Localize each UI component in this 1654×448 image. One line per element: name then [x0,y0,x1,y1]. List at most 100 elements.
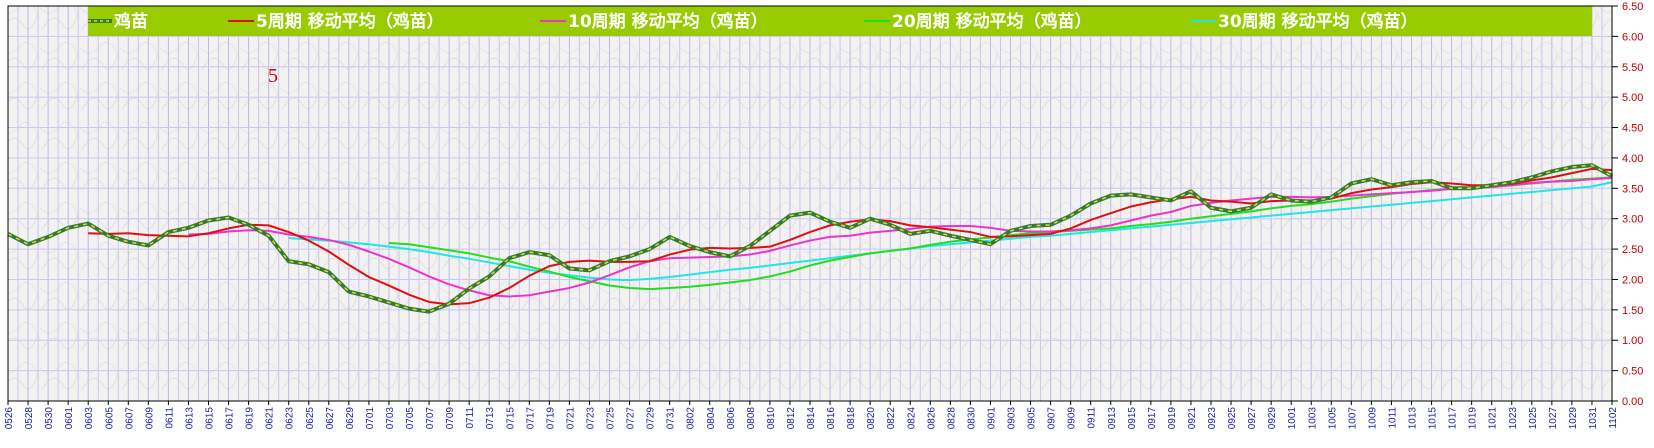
x-tick-label: 0530 [44,407,55,430]
x-tick-label: 0528 [24,407,35,430]
x-tick-label: 0705 [405,407,416,430]
x-tick-label: 0903 [1007,407,1018,430]
x-tick-label: 0822 [886,407,897,430]
x-tick-label: 0820 [866,407,877,430]
legend: 鸡苗 5周期 移动平均（鸡苗） 10周期 移动平均（鸡苗） 20周期 移动平均（鸡苗）… [88,6,1592,36]
x-tick-label: 0913 [1107,407,1118,430]
grid-lines [7,5,1613,402]
legend-label-4: 30周期 移动平均（鸡苗） [1218,11,1418,32]
axes: 0.00 0.50 1.00 1.50 2.00 2.50 3.00 3.50 4.00 4.50… [4,1,1643,429]
x-tick-label: 0526 [4,407,15,430]
x-tick-label: 0611 [164,407,175,429]
x-tick-label: 0816 [826,407,837,430]
x-tick-label: 1017 [1448,407,1459,430]
x-tick-label: 0915 [1127,407,1138,430]
x-tick-label: 0830 [966,407,977,430]
x-tick-label: 0921 [1187,407,1198,430]
y-tick-label: 6.50 [1622,1,1643,13]
y-tick-label: 1.50 [1622,305,1643,317]
x-tick-label: 0812 [786,407,797,430]
x-tick-label: 0808 [746,407,757,430]
x-tick-label: 0613 [184,407,195,430]
y-tick-label: 2.00 [1622,274,1643,286]
series-line-ma-1 [88,167,1613,306]
x-tick-label: 0824 [906,407,917,430]
legend-label-1: 5周期 移动平均（鸡苗） [256,11,444,32]
x-tick-label: 1015 [1428,407,1439,430]
x-tick-label: 0919 [1167,407,1178,430]
x-tick-label: 0615 [205,407,216,430]
series-line-ma-4 [288,181,1613,282]
x-tick-label: 0911 [1087,407,1098,429]
x-tick-label: 0917 [1147,407,1158,430]
y-tick-label: 5.50 [1622,62,1643,74]
legend-label-2: 10周期 移动平均（鸡苗） [568,11,768,32]
x-tick-label: 0701 [365,407,376,430]
x-tick-label: 1009 [1367,407,1378,430]
x-tick-label: 0909 [1067,407,1078,430]
y-tick-label: 1.00 [1622,335,1643,347]
x-tick-label: 1003 [1307,407,1318,430]
x-tick-label: 0711 [465,407,476,429]
y-tick-label: 0.00 [1622,396,1643,408]
x-tick-label: 0627 [325,407,336,430]
x-tick-label: 0617 [225,407,236,430]
annotation-label: 5 [268,65,278,87]
x-tick-label: 0802 [686,407,697,430]
legend-background [88,6,1592,36]
x-tick-label: 1001 [1287,407,1298,430]
x-tick-label: 0907 [1047,407,1058,430]
x-tick-label: 0927 [1247,407,1258,430]
x-tick-label: 0725 [606,407,617,430]
x-tick-label: 0828 [946,407,957,430]
y-tick-label: 4.00 [1622,153,1643,165]
x-tick-label: 0901 [986,407,997,430]
y-tick-label: 6.00 [1622,31,1643,43]
x-tick-label: 0601 [64,407,75,430]
x-tick-label: 0713 [485,407,496,430]
x-tick-label: 1029 [1568,407,1579,430]
series-line-main-dash [7,164,1613,313]
x-tick-label: 0925 [1227,407,1238,430]
x-tick-label: 0603 [84,407,95,430]
x-tick-label: 0929 [1267,407,1278,430]
y-tick-label: 5.00 [1622,92,1643,104]
legend-label-0: 鸡苗 [113,11,148,32]
x-tick-label: 0605 [104,407,115,430]
x-tick-label: 0721 [565,407,576,430]
x-tick-label: 1025 [1528,407,1539,430]
x-tick-label: 0804 [706,407,717,430]
x-tick-label: 0810 [766,407,777,430]
x-tick-label: 0715 [505,407,516,430]
x-tick-label: 1031 [1588,407,1599,430]
x-tick-label: 0619 [245,407,256,430]
x-tick-label: 0709 [445,407,456,430]
x-tick-label: 0818 [846,407,857,430]
x-tick-label: 1013 [1408,407,1419,430]
x-tick-label: 0826 [926,407,937,430]
x-tick-label: 0623 [285,407,296,430]
x-tick-label: 1027 [1548,407,1559,430]
x-tick-label: 0707 [425,407,436,430]
legend-label-3: 20周期 移动平均（鸡苗） [892,11,1092,32]
x-tick-label: 0814 [806,407,817,430]
x-tick-label: 0905 [1027,407,1038,430]
y-tick-label: 4.50 [1622,123,1643,135]
x-tick-label: 1011 [1387,407,1398,429]
x-tick-label: 0609 [144,407,155,430]
x-tick-label: 0729 [646,407,657,430]
x-tick-label: 1021 [1488,407,1499,430]
x-tick-label: 1102 [1608,407,1619,429]
x-tick-label: 1005 [1327,407,1338,430]
x-tick-label: 0731 [666,407,677,430]
y-tick-label: 2.50 [1622,244,1643,256]
x-tick-label: 0806 [726,407,737,430]
x-tick-label: 0717 [525,407,536,430]
x-tick-label: 0625 [305,407,316,430]
x-tick-label: 0723 [585,407,596,430]
x-tick-label: 0607 [124,407,135,430]
y-tick-label: 0.50 [1622,366,1643,378]
x-tick-label: 0621 [265,407,276,430]
